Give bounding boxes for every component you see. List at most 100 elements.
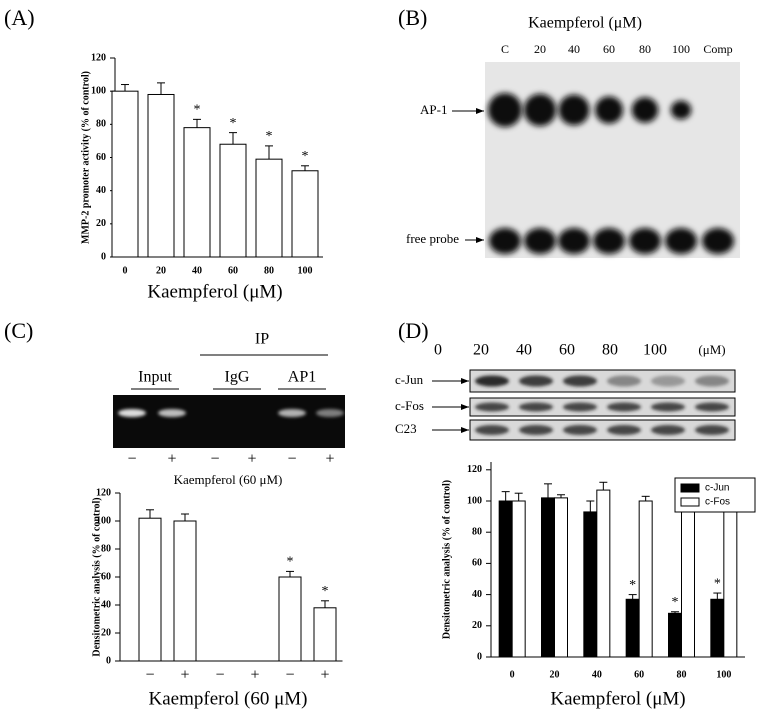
y-tick-label: 0: [477, 651, 482, 662]
bar: [291, 170, 319, 258]
bar: [183, 127, 211, 258]
y-axis-label: Densitometric analysis (% of control): [91, 497, 102, 656]
bar: [219, 143, 247, 258]
y-tick-label: 80: [101, 543, 111, 554]
blot: [469, 369, 736, 393]
blot-band: [651, 375, 685, 387]
gel-band: [488, 93, 522, 127]
significance: *: [287, 555, 294, 570]
blot: [469, 419, 736, 441]
blot: [469, 397, 736, 417]
x-tick-label: −: [285, 667, 294, 684]
lane-label: 80: [639, 42, 651, 56]
x-axis-label: Kaempferol (μM): [147, 281, 282, 302]
gel-band: [524, 228, 556, 254]
blot-band: [651, 425, 685, 435]
bar: [255, 158, 283, 258]
significance: *: [672, 595, 679, 610]
blot-band: [563, 375, 597, 387]
bar: [668, 612, 682, 658]
lane-label: 0: [434, 342, 442, 359]
group-label: AP1: [288, 369, 316, 386]
y-tick-label: 20: [101, 627, 111, 638]
bar: [710, 598, 725, 658]
bar: [138, 517, 162, 662]
significance: *: [322, 584, 329, 599]
blot-band: [519, 402, 553, 412]
y-tick-label: 20: [472, 620, 482, 631]
blot-band: [475, 402, 509, 412]
lane-label: 40: [568, 42, 580, 56]
x-tick-label: 60: [634, 669, 644, 680]
blot-band: [475, 375, 509, 387]
legend-swatch: [680, 497, 700, 507]
significance: *: [302, 149, 309, 164]
y-tick-label: 0: [106, 655, 111, 666]
bar: [278, 576, 302, 662]
bar: [596, 489, 611, 658]
ip-header: IP: [255, 331, 269, 348]
bar: [147, 93, 175, 258]
x-tick-label: 80: [264, 265, 274, 276]
blot-band: [695, 402, 729, 412]
gel-band: [665, 228, 697, 254]
blot-band: [563, 425, 597, 435]
lane-label: 20: [534, 42, 546, 56]
y-tick-label: 120: [96, 487, 111, 498]
y-axis-label: MMP-2 promoter activity (% of control): [80, 71, 91, 244]
group-label: IgG: [225, 369, 250, 386]
x-tick-label: +: [320, 667, 329, 684]
x-axis-label: Kaempferol (μM): [550, 688, 685, 709]
gel-band: [316, 409, 344, 417]
x-tick-label: 40: [592, 669, 602, 680]
legend-label: c-Fos: [705, 497, 730, 508]
x-tick-label: 100: [298, 265, 313, 276]
x-tick-label: 20: [550, 669, 560, 680]
x-tick-label: +: [250, 667, 259, 684]
y-tick-label: 40: [101, 599, 111, 610]
bar: [583, 511, 598, 658]
gel-band: [158, 409, 186, 417]
gel-band: [670, 100, 692, 120]
sign: −: [210, 451, 219, 468]
y-tick-label: 100: [96, 515, 111, 526]
lane-label: 60: [603, 42, 615, 56]
lane-label: 60: [559, 342, 575, 359]
band-label: free probe: [406, 231, 459, 246]
x-tick-label: 100: [716, 669, 731, 680]
lane-label: Comp: [703, 42, 732, 56]
x-tick-label: 80: [677, 669, 687, 680]
sign: +: [167, 451, 176, 468]
gel-band: [702, 228, 734, 254]
unit: (μM): [698, 342, 725, 357]
bar: [498, 500, 513, 658]
y-tick-label: 60: [472, 558, 482, 569]
panel-label: (C): [4, 318, 33, 343]
legend-swatch: [680, 483, 700, 493]
group-label: Input: [138, 369, 172, 386]
treatment: Kaempferol (60 μM): [174, 472, 283, 487]
emsa-gel: [485, 62, 740, 258]
row-label: c-Jun: [395, 372, 424, 387]
bar: [625, 598, 640, 658]
significance: *: [629, 578, 636, 593]
bar: [681, 500, 695, 658]
x-tick-label: +: [180, 667, 189, 684]
sign: −: [127, 451, 136, 468]
lane-label: 40: [516, 342, 532, 359]
blot-band: [695, 425, 729, 435]
x-tick-label: 0: [123, 265, 128, 276]
gel-band: [595, 96, 623, 124]
row-label: c-Fos: [395, 398, 424, 413]
lane-label: 100: [672, 42, 690, 56]
y-tick-label: 100: [467, 495, 482, 506]
emsa-title: Kaempferol (μM): [528, 15, 642, 32]
y-tick-label: 80: [96, 119, 106, 130]
panel-label: (B): [398, 5, 427, 30]
row-label: C23: [395, 421, 417, 436]
blot-band: [475, 425, 509, 435]
lane-label: 20: [473, 342, 489, 359]
x-tick-label: 20: [156, 265, 166, 276]
gel-band: [278, 409, 306, 417]
x-tick-label: 40: [192, 265, 202, 276]
